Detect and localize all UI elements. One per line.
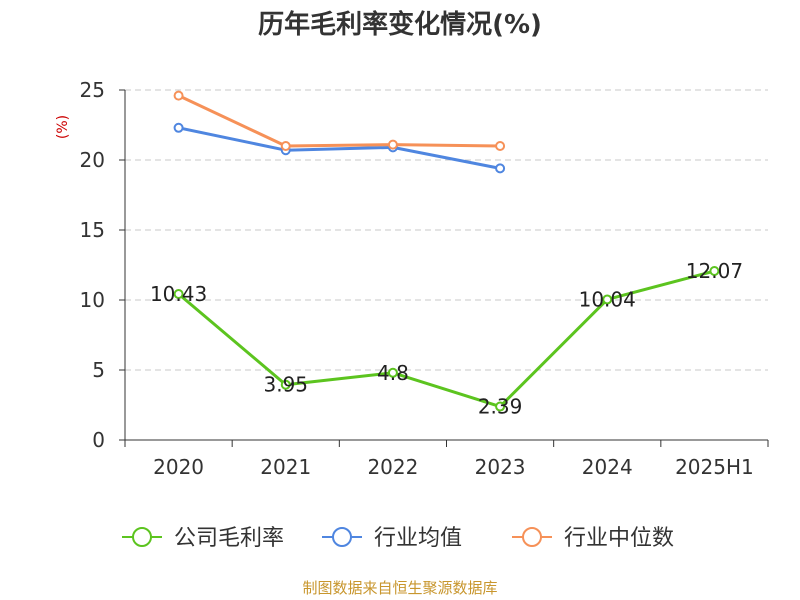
series-0: [173, 266, 720, 412]
x-tick-label: 2025H1: [675, 455, 754, 479]
x-tick-label: 2020: [153, 455, 204, 479]
legend-circle-swatch: [132, 527, 152, 547]
y-tick-label: 0: [92, 428, 105, 452]
legend-circle-swatch: [332, 527, 352, 547]
y-tick-label: 5: [92, 358, 105, 382]
axes: 0 5 10 15 20 25 2020 2021 2022 2023 2024 2025H1: [80, 78, 769, 479]
data-label: 10.43: [150, 282, 207, 306]
chart-title: 历年毛利率变化情况(%): [258, 9, 542, 40]
data-label: 12.07: [686, 259, 743, 283]
data-point: [387, 139, 398, 150]
data-point: [602, 294, 613, 305]
series-1: [173, 122, 506, 174]
data-point: [495, 401, 506, 412]
grid-lines: [125, 89, 768, 371]
legend-item[interactable]: 公司毛利率: [122, 526, 284, 551]
data-label: 4.8: [377, 361, 409, 385]
source-note: 制图数据来自恒生聚源数据库: [302, 579, 497, 597]
y-tick-label: 15: [80, 218, 105, 242]
data-point: [495, 163, 506, 174]
y-tick-label: 10: [80, 288, 105, 312]
data-label: 2.39: [478, 395, 523, 419]
data-labels: 10.43 3.95 4.8 2.39 10.04 12.07: [150, 259, 743, 419]
data-point: [173, 288, 184, 299]
data-point: [709, 266, 720, 277]
data-label: 10.04: [579, 287, 636, 311]
data-point: [280, 379, 291, 390]
legend-item[interactable]: 行业中位数: [512, 526, 674, 551]
series-line: [177, 269, 715, 409]
legend-label: 公司毛利率: [174, 526, 284, 551]
data-point: [387, 367, 398, 378]
x-tick-label: 2023: [475, 455, 526, 479]
data-point: [173, 90, 184, 101]
x-tick-label: 2024: [582, 455, 633, 479]
legend-label: 行业中位数: [564, 526, 674, 551]
x-tick-label: 2021: [260, 455, 311, 479]
legend-label: 行业均值: [374, 526, 462, 551]
y-tick-label: 20: [80, 148, 105, 172]
series-2: [173, 90, 506, 151]
data-point: [495, 141, 506, 151]
y-axis-unit-label: (%): [55, 115, 71, 139]
x-tick-label: 2022: [367, 455, 418, 479]
series-line: [177, 94, 501, 148]
legend: 公司毛利率 行业均值 行业中位数: [122, 526, 674, 551]
data-point: [280, 141, 291, 151]
series-line: [178, 126, 501, 170]
legend-circle-swatch: [522, 527, 542, 547]
data-label: 3.95: [263, 373, 308, 397]
y-tick-label: 25: [80, 78, 105, 102]
legend-item[interactable]: 行业均值: [322, 526, 462, 551]
series-lines: [173, 90, 720, 412]
data-point: [173, 122, 184, 133]
